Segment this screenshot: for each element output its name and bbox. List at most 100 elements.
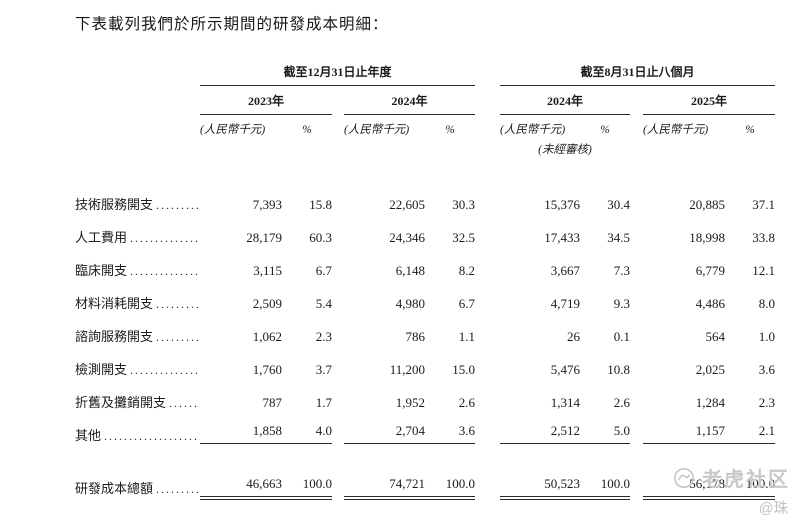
value-cell: 30.4 xyxy=(607,197,630,212)
table-year-header-row: 2023年 2024年 2024年 2025年 xyxy=(75,86,775,115)
value-cell: 3.6 xyxy=(425,423,475,444)
watermark: 老虎社区 @珠 xyxy=(673,463,790,518)
dot-leader xyxy=(130,230,200,246)
page-title: 下表載列我們於所示期間的研發成本明細： xyxy=(75,16,389,33)
value-cell: 15.0 xyxy=(452,362,475,377)
dot-leader xyxy=(156,197,200,213)
value-cell: 1.7 xyxy=(315,395,332,410)
unit-header: (人民幣千元) xyxy=(643,124,709,136)
row-label: 諮詢服務開支 xyxy=(75,329,154,344)
value-cell: 10.8 xyxy=(607,362,630,377)
row-label: 其他 xyxy=(75,428,102,443)
table-subheader-row: (人民幣千元) % (人民幣千元) % (人民幣千元) % (人民幣千元) % xyxy=(75,115,775,138)
tiger-logo-icon xyxy=(673,467,695,489)
table-row: 折舊及攤銷開支 787 1.7 1,952 2.6 1,314 2.6 1,28… xyxy=(75,378,775,411)
value-cell: 32.5 xyxy=(452,230,475,245)
table-row: 其他 1,858 4.0 2,704 3.6 2,512 5.0 1,157 2… xyxy=(75,411,775,444)
percent-header: % xyxy=(445,124,455,136)
value-cell: 2.6 xyxy=(458,395,475,410)
year-header-2024: 2024年 xyxy=(344,86,475,115)
unaudited-note: (未經審核) xyxy=(538,144,592,156)
value-cell: 5.0 xyxy=(580,423,630,444)
total-value-cell: 46,663 xyxy=(200,476,282,500)
value-cell: 4.0 xyxy=(282,423,332,444)
value-cell: 8.2 xyxy=(458,263,475,278)
value-cell: 3,667 xyxy=(550,263,580,278)
value-cell: 60.3 xyxy=(309,230,332,245)
value-cell: 1,760 xyxy=(252,362,282,377)
rd-cost-table: 截至12月31日止年度 截至8月31日止八個月 2023年 2024年 2024… xyxy=(75,64,775,500)
dot-leader xyxy=(156,329,200,345)
value-cell: 1,062 xyxy=(252,329,282,344)
dot-leader xyxy=(156,481,200,497)
row-label: 技術服務開支 xyxy=(75,197,154,212)
dot-leader xyxy=(104,428,200,444)
value-cell: 5.4 xyxy=(315,296,332,311)
table-group-header-row: 截至12月31日止年度 截至8月31日止八個月 xyxy=(75,64,775,86)
value-cell: 6,779 xyxy=(695,263,725,278)
unit-header: (人民幣千元) xyxy=(200,124,266,136)
value-cell: 28,179 xyxy=(246,230,282,245)
value-cell: 1,157 xyxy=(643,423,725,444)
table-row: 技術服務開支 7,393 15.8 22,605 30.3 15,376 30.… xyxy=(75,180,775,213)
value-cell: 3.7 xyxy=(315,362,332,377)
value-cell: 2.1 xyxy=(725,423,775,444)
value-cell: 4,719 xyxy=(550,296,580,311)
value-cell: 2,025 xyxy=(695,362,725,377)
table-total-row: 研發成本總額 46,663 100.0 74,721 100.0 50,523 … xyxy=(75,476,775,500)
table-unaudited-row: (未經審核) xyxy=(75,138,775,158)
value-cell: 4,980 xyxy=(395,296,425,311)
value-cell: 2,704 xyxy=(344,423,425,444)
value-cell: 7,393 xyxy=(252,197,282,212)
value-cell: 1,284 xyxy=(695,395,725,410)
row-label: 人工費用 xyxy=(75,230,128,245)
row-label: 臨床開支 xyxy=(75,263,128,278)
unit-header: (人民幣千元) xyxy=(344,124,410,136)
value-cell: 6,148 xyxy=(395,263,425,278)
value-cell: 18,998 xyxy=(689,230,725,245)
group-header-8m-ended-aug31: 截至8月31日止八個月 xyxy=(500,64,775,86)
row-label: 折舊及攤銷開支 xyxy=(75,395,167,410)
row-label: 材料消耗開支 xyxy=(75,296,154,311)
value-cell: 3,115 xyxy=(253,263,282,278)
value-cell: 0.1 xyxy=(613,329,630,344)
dot-leader xyxy=(156,296,200,312)
group-header-year-ended-dec31: 截至12月31日止年度 xyxy=(200,64,475,86)
value-cell: 9.3 xyxy=(613,296,630,311)
year-header-2024-8m: 2024年 xyxy=(500,86,630,115)
value-cell: 4,486 xyxy=(695,296,725,311)
value-cell: 6.7 xyxy=(458,296,475,311)
value-cell: 1.0 xyxy=(758,329,775,344)
table-body: 技術服務開支 7,393 15.8 22,605 30.3 15,376 30.… xyxy=(75,180,775,444)
value-cell: 26 xyxy=(567,329,580,344)
table-row: 人工費用 28,179 60.3 24,346 32.5 17,433 34.5… xyxy=(75,213,775,246)
value-cell: 15,376 xyxy=(544,197,580,212)
dot-leader xyxy=(130,362,200,378)
value-cell: 37.1 xyxy=(752,197,775,212)
total-value-cell: 50,523 xyxy=(500,476,580,500)
total-row-label: 研發成本總額 xyxy=(75,481,154,496)
value-cell: 34.5 xyxy=(607,230,630,245)
table-row: 臨床開支 3,115 6.7 6,148 8.2 3,667 7.3 6,779… xyxy=(75,246,775,279)
total-value-cell: 100.0 xyxy=(580,476,630,500)
percent-header: % xyxy=(745,124,755,136)
value-cell: 564 xyxy=(705,329,726,344)
value-cell: 11,200 xyxy=(389,362,425,377)
total-value-cell: 56,178 xyxy=(643,476,725,500)
percent-header: % xyxy=(600,124,610,136)
value-cell: 2,512 xyxy=(500,423,580,444)
value-cell: 24,346 xyxy=(389,230,425,245)
value-cell: 3.6 xyxy=(758,362,775,377)
value-cell: 15.8 xyxy=(309,197,332,212)
table-row: 材料消耗開支 2,509 5.4 4,980 6.7 4,719 9.3 4,4… xyxy=(75,279,775,312)
value-cell: 8.0 xyxy=(758,296,775,311)
dot-leader xyxy=(130,263,200,279)
total-value-cell: 100.0 xyxy=(725,476,775,500)
unit-header: (人民幣千元) xyxy=(500,124,566,136)
value-cell: 2.3 xyxy=(758,395,775,410)
value-cell: 33.8 xyxy=(752,230,775,245)
value-cell: 786 xyxy=(405,329,426,344)
watermark-handle: @珠 xyxy=(758,501,788,517)
row-label: 檢測開支 xyxy=(75,362,128,377)
